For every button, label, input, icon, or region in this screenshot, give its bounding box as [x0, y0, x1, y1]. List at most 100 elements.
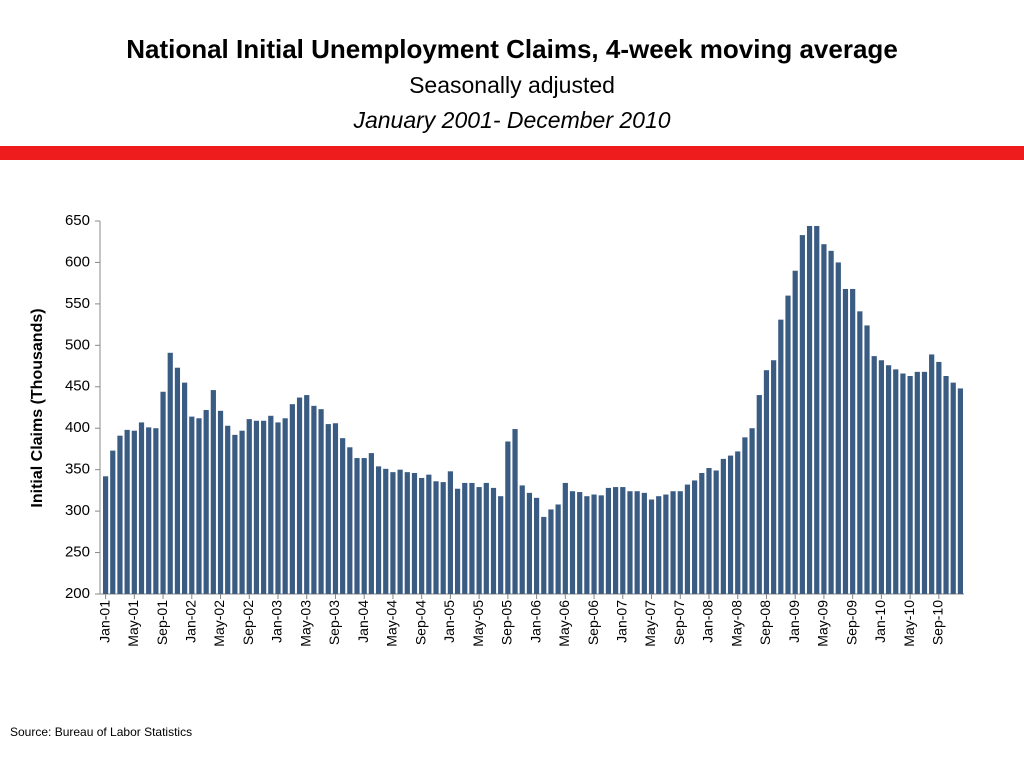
bar: [828, 250, 834, 594]
y-axis-label: Initial Claims (Thousands): [29, 308, 46, 507]
bar: [943, 376, 949, 594]
bar: [627, 491, 633, 594]
x-tick-label: Sep-04: [412, 600, 428, 645]
bar: [677, 491, 683, 594]
bar: [476, 487, 482, 594]
x-tick-label: Jan-09: [786, 600, 802, 643]
y-tick-label: 650: [65, 212, 90, 229]
bar: [541, 516, 547, 594]
bar: [778, 319, 784, 594]
y-tick-label: 250: [65, 544, 90, 561]
bar: [375, 466, 382, 594]
bar: [950, 382, 956, 594]
x-tick-label: May-07: [642, 600, 658, 647]
bar: [591, 494, 597, 594]
bar: [117, 435, 123, 594]
bar: [325, 424, 331, 594]
y-tick-label: 550: [65, 295, 90, 312]
bar: [735, 451, 741, 594]
x-tick-label: Sep-10: [930, 600, 946, 645]
bar: [304, 395, 310, 594]
x-tick-label: Sep-08: [757, 600, 773, 645]
x-tick-label: May-06: [556, 600, 572, 647]
bar: [131, 430, 137, 594]
bar: [921, 371, 928, 594]
bar: [261, 420, 267, 594]
x-tick-label: May-10: [901, 600, 917, 647]
bar: [469, 482, 475, 594]
bar: [670, 491, 676, 594]
bar: [289, 404, 295, 594]
bar: [835, 262, 841, 594]
bar: [368, 453, 374, 594]
x-tick-label: May-02: [211, 600, 227, 647]
bar: [490, 487, 497, 594]
x-tick-label: Sep-06: [585, 600, 601, 645]
bar: [850, 288, 856, 594]
bar: [533, 497, 540, 594]
x-tick-label: May-09: [815, 600, 831, 647]
bar: [893, 369, 899, 594]
red-band: [0, 146, 1024, 160]
y-tick-label: 600: [65, 253, 90, 270]
source: Source: Bureau of Labor Statistics: [10, 725, 192, 739]
bar: [102, 476, 109, 594]
bar: [153, 428, 159, 594]
bar: [246, 419, 252, 594]
bar: [433, 481, 439, 594]
chart-subtitle: Seasonally adjusted: [409, 72, 615, 98]
bar: [340, 438, 346, 594]
bar: [462, 482, 468, 594]
x-tick-label: May-03: [297, 600, 313, 647]
bar: [878, 360, 884, 594]
x-tick-label: Jan-08: [700, 600, 716, 643]
bar: [498, 496, 504, 594]
x-tick-label: Sep-01: [154, 600, 170, 645]
bar: [814, 225, 820, 594]
x-tick-label: Sep-09: [843, 600, 859, 645]
bar: [282, 418, 288, 594]
bar: [864, 325, 870, 594]
bar: [720, 458, 726, 594]
bar: [217, 410, 224, 594]
bar: [792, 270, 798, 594]
bar: [146, 427, 152, 594]
bar: [699, 472, 705, 594]
bar: [526, 492, 533, 594]
bar: [447, 471, 453, 594]
bar: [684, 484, 691, 594]
bar: [519, 485, 525, 594]
bar: [426, 474, 432, 594]
bar: [397, 469, 403, 594]
bar: [936, 361, 942, 594]
bar: [555, 504, 561, 594]
bar: [110, 450, 116, 594]
x-tick-label: Sep-03: [326, 600, 342, 645]
bar: [167, 352, 173, 594]
y-tick-label: 350: [65, 461, 90, 478]
x-tick-label: Jan-01: [96, 600, 112, 643]
x-tick-label: Jan-07: [613, 600, 629, 643]
bar: [411, 472, 418, 594]
bar: [512, 429, 518, 594]
bar: [138, 422, 145, 594]
bar: [799, 235, 805, 594]
y-tick-label: 450: [65, 378, 90, 395]
bar: [419, 477, 425, 594]
bar: [713, 470, 719, 594]
bar: [182, 382, 188, 594]
x-tick-label: Sep-07: [671, 600, 687, 645]
x-tick-label: May-01: [125, 600, 141, 647]
x-tick-label: Jan-10: [872, 600, 888, 643]
x-tick-label: Sep-05: [499, 600, 515, 645]
x-tick-label: May-08: [728, 600, 744, 647]
bar: [742, 437, 748, 594]
bar: [771, 360, 777, 594]
bar: [914, 371, 920, 594]
bar: [584, 496, 590, 594]
bar: [232, 434, 238, 594]
bar: [634, 491, 640, 594]
x-tick-label: May-05: [470, 600, 486, 647]
bar: [763, 370, 770, 594]
